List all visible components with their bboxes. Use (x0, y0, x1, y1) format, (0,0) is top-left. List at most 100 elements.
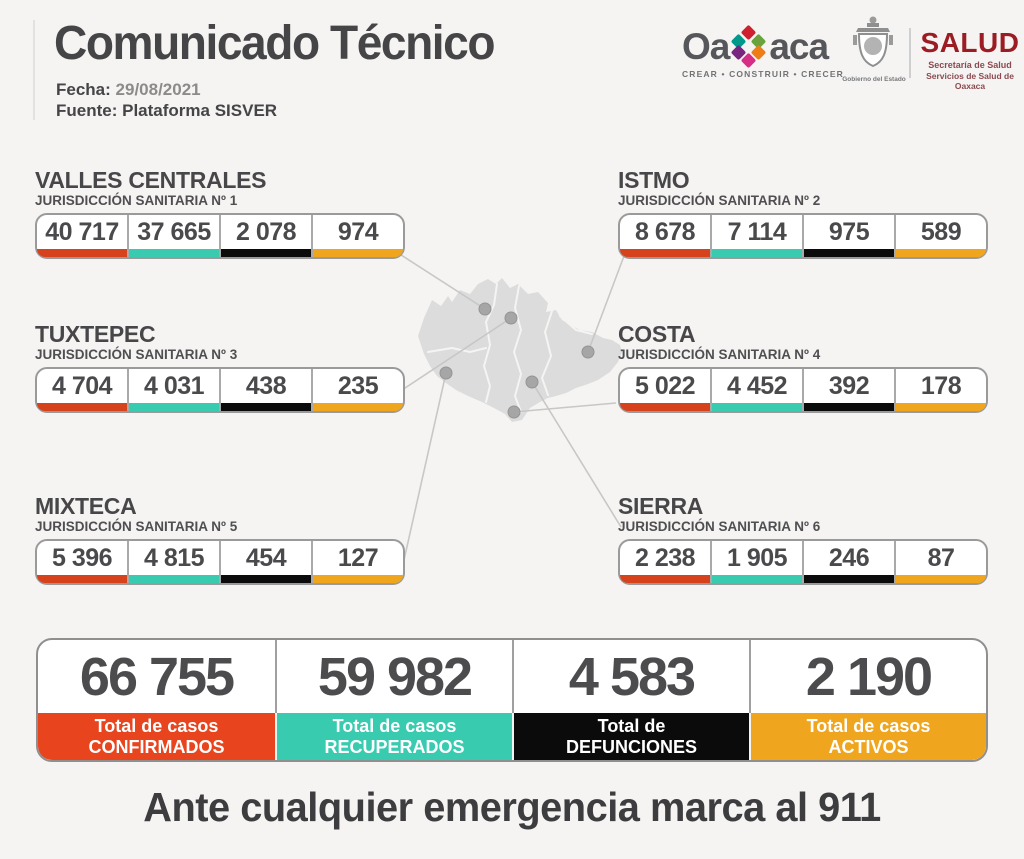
total-recovered-value: 59 982 (275, 640, 512, 713)
stat-cell-recovered: 7 114 (710, 215, 802, 258)
active-bar (313, 249, 403, 258)
stat-cell-deaths: 2 078 (219, 215, 311, 258)
stat-cell-recovered: 37 665 (127, 215, 219, 258)
oaxaca-logo: Oa aca CREAR • CONSTRUIR • CRECER (682, 24, 844, 79)
map-marker-valles-centrales (478, 302, 492, 316)
page-title: Comunicado Técnico (54, 17, 495, 70)
region-jurisdiction: JURISDICCIÓN SANITARIA Nº 6 (618, 519, 821, 535)
recovered-bar (129, 249, 219, 258)
source-value: Plataforma SISVER (122, 101, 278, 120)
active-value: 589 (920, 218, 962, 247)
stat-cell-confirmed: 2 238 (620, 541, 710, 584)
map-marker-istmo (581, 345, 595, 359)
total-confirmed-column: 66 755 Total de casos CONFIRMADOS (38, 640, 275, 760)
active-bar (896, 575, 986, 584)
region-stats-box: 8 678 7 114 975 589 (618, 213, 988, 260)
region-title: MIXTECA (35, 493, 137, 519)
label-line-2: CONFIRMADOS (88, 737, 225, 758)
region-stats-box: 5 022 4 452 392 178 (618, 367, 988, 414)
region-title: TUXTEPEC (35, 321, 156, 347)
confirmed-value: 40 717 (45, 218, 119, 247)
region-jurisdiction: JURISDICCIÓN SANITARIA Nº 1 (35, 193, 238, 209)
active-bar (313, 403, 403, 412)
total-confirmed-value: 66 755 (79, 646, 235, 707)
deaths-bar (804, 403, 894, 412)
government-caption: Gobierno del Estado (842, 76, 906, 83)
confirmed-value: 8 678 (634, 218, 696, 247)
label-line-2: ACTIVOS (828, 737, 909, 758)
stat-cell-deaths: 454 (219, 541, 311, 584)
deaths-value: 246 (828, 544, 870, 573)
map-marker-sierra (525, 375, 539, 389)
salud-subtitle-1: Secretaría de Salud (928, 60, 1012, 70)
state-totals-box: 66 755 Total de casos CONFIRMADOS 59 982… (36, 638, 988, 762)
region-stats-box: 5 396 4 815 454 127 (35, 539, 405, 586)
oaxaca-wordmark-prefix: Oa (682, 25, 730, 67)
region-stats-box: 40 717 37 665 2 078 974 (35, 213, 405, 260)
confirmed-value: 5 022 (634, 372, 696, 401)
region-card-costa: COSTA JURISDICCIÓN SANITARIA Nº 4 5 022 … (618, 322, 988, 414)
recovered-value: 4 815 (143, 544, 205, 573)
active-bar (896, 403, 986, 412)
oaxaca-wordmark: Oa aca (682, 24, 844, 69)
map-marker-mixteca (439, 366, 453, 380)
confirmed-bar (620, 403, 710, 412)
stat-cell-deaths: 438 (219, 369, 311, 412)
total-deaths-column: 4 583 Total de DEFUNCIONES (512, 640, 749, 760)
total-deaths-value: 4 583 (512, 640, 749, 713)
total-active-value: 2 190 (749, 640, 986, 713)
deaths-value: 975 (828, 218, 870, 247)
map-internal-borders (427, 283, 593, 413)
active-value: 974 (337, 218, 379, 247)
stat-cell-recovered: 1 905 (710, 541, 802, 584)
oaxaca-tagline: CREAR • CONSTRUIR • CRECER (682, 69, 844, 79)
header-left-rule (33, 20, 35, 120)
stat-cell-deaths: 392 (802, 369, 894, 412)
deaths-bar (221, 403, 311, 412)
recovered-value: 4 452 (726, 372, 788, 401)
region-stats-box: 4 704 4 031 438 235 (35, 367, 405, 414)
recovered-bar (129, 575, 219, 584)
region-jurisdiction: JURISDICCIÓN SANITARIA Nº 5 (35, 519, 238, 535)
salud-title: SALUD (920, 27, 1020, 58)
map-marker-tuxtepec (504, 311, 518, 325)
confirmed-bar (37, 575, 127, 584)
region-title: ISTMO (618, 167, 690, 193)
active-value: 235 (337, 372, 379, 401)
map-connector-lines (397, 252, 625, 561)
stat-cell-active: 178 (894, 369, 986, 412)
total-deaths-label: Total de DEFUNCIONES (512, 713, 749, 760)
stat-cell-recovered: 4 031 (127, 369, 219, 412)
label-line-2: DEFUNCIONES (565, 737, 697, 758)
confirmed-value: 4 704 (51, 372, 113, 401)
label-line-1: Total de casos (94, 716, 219, 736)
stat-cell-confirmed: 5 396 (37, 541, 127, 584)
recovered-bar (712, 575, 802, 584)
recovered-value: 37 665 (137, 218, 211, 247)
region-jurisdiction: JURISDICCIÓN SANITARIA Nº 3 (35, 347, 238, 363)
date-label: Fecha: (56, 80, 111, 99)
source-label: Fuente: (56, 101, 118, 120)
oaxaca-wordmark-suffix: aca (769, 25, 829, 67)
confirmed-bar (37, 403, 127, 412)
region-card-istmo: ISTMO JURISDICCIÓN SANITARIA Nº 2 8 678 … (618, 167, 988, 260)
stat-cell-active: 589 (894, 215, 986, 258)
region-card-sierra: SIERRA JURISDICCIÓN SANITARIA Nº 6 2 238… (618, 494, 988, 586)
stat-cell-active: 235 (311, 369, 403, 412)
deaths-bar (804, 249, 894, 258)
deaths-value: 438 (245, 372, 287, 401)
confirmed-value: 5 396 (51, 544, 113, 573)
state-crest-icon (853, 16, 893, 68)
map-state-shape (418, 278, 622, 422)
region-card-mixteca: MIXTECA JURISDICCIÓN SANITARIA Nº 5 5 39… (35, 493, 405, 586)
stat-cell-confirmed: 8 678 (620, 215, 710, 258)
confirmed-bar (620, 249, 710, 258)
label-line-1: Total de (597, 716, 666, 736)
total-confirmed-label: Total de casos CONFIRMADOS (38, 713, 275, 760)
deaths-bar (804, 575, 894, 584)
region-title: VALLES CENTRALES (35, 167, 267, 193)
stat-cell-recovered: 4 452 (710, 369, 802, 412)
region-card-valles-centrales: VALLES CENTRALES JURISDICCIÓN SANITARIA … (35, 167, 405, 260)
